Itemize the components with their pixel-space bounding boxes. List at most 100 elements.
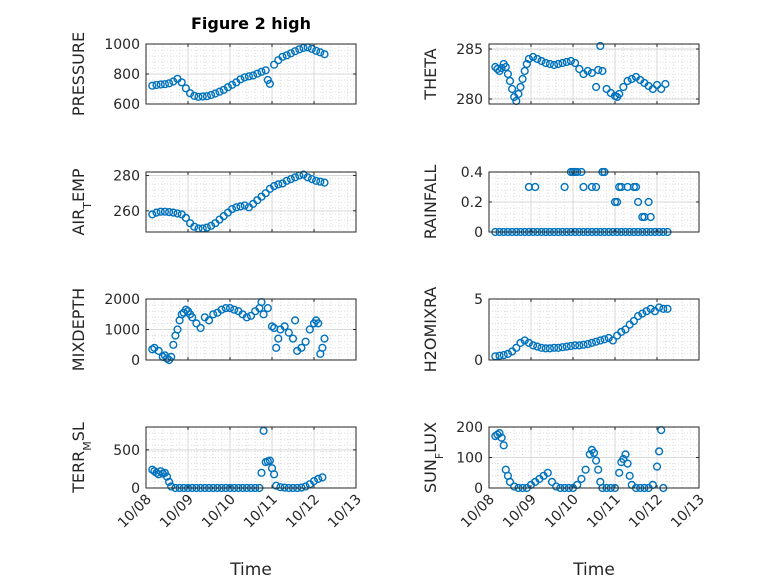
y-axis-label: RAINFALL [421, 165, 440, 240]
data-point [583, 340, 592, 349]
data-point [309, 477, 319, 486]
data-point [652, 462, 662, 471]
data-point [503, 349, 513, 359]
data-point [207, 221, 216, 230]
data-point [228, 205, 237, 214]
data-point [148, 210, 157, 219]
data-point [518, 74, 527, 84]
data-point [181, 84, 191, 93]
data-point [160, 80, 170, 89]
data-point [501, 62, 510, 72]
data-point [230, 305, 239, 314]
data-point [594, 465, 603, 474]
data-point [276, 483, 285, 492]
data-point [274, 334, 283, 343]
data-point [314, 474, 323, 484]
data-point [654, 303, 664, 312]
data-point [316, 48, 325, 57]
data-point [581, 465, 590, 474]
data-point [318, 343, 327, 352]
data-point [211, 89, 220, 98]
data-point [204, 316, 214, 325]
data-point [579, 340, 588, 349]
data-point [240, 201, 249, 210]
data-point [265, 79, 275, 88]
data-point [558, 58, 567, 68]
data-point [173, 209, 182, 218]
data-point [259, 310, 268, 319]
data-point [594, 65, 603, 75]
y-tick-label: 0 [474, 225, 483, 241]
data-point [303, 173, 312, 182]
y-axis-label: PRESSURE [69, 32, 88, 116]
data-point [495, 429, 504, 438]
y-tick-label: 5 [474, 292, 483, 308]
data-point [631, 182, 641, 192]
data-point [225, 304, 235, 313]
y-tick-label: 0 [474, 353, 483, 369]
data-point [173, 325, 182, 334]
x-tick-label: 10/10 [542, 492, 582, 532]
data-point [627, 74, 636, 84]
y-tick-label: 600 [113, 97, 140, 113]
data-point [291, 173, 300, 182]
data-point [236, 75, 245, 84]
data-point [520, 66, 529, 76]
data-point [562, 342, 571, 351]
data-point [270, 60, 279, 69]
data-point [165, 208, 174, 217]
figure-title-group: Figure 2 high [191, 14, 311, 33]
data-point [575, 64, 584, 74]
data-point [167, 482, 176, 491]
y-axis-label: H2OMIXRA [421, 287, 440, 373]
data-point [533, 342, 542, 351]
data-point [261, 66, 270, 75]
data-point [577, 474, 586, 484]
y-tick-label: 260 [113, 204, 140, 220]
data-point [591, 182, 601, 192]
data-point [654, 447, 664, 456]
data-point [286, 49, 296, 58]
data-point [253, 69, 262, 78]
data-point [169, 208, 178, 217]
data-point [156, 207, 165, 216]
data-point [497, 63, 506, 73]
data-point [579, 182, 588, 192]
data-point [541, 58, 550, 68]
data-point [587, 68, 597, 78]
axes-box [488, 298, 700, 361]
data-point [528, 341, 538, 350]
data-point [154, 346, 163, 356]
data-point [608, 336, 618, 345]
data-point [209, 310, 218, 319]
data-point [545, 59, 555, 69]
data-point [190, 91, 199, 100]
data-point [228, 80, 237, 89]
data-point [280, 322, 289, 331]
data-point [560, 182, 569, 192]
data-point [646, 212, 655, 222]
data-point [240, 73, 249, 82]
data-point [547, 477, 557, 487]
data-point [198, 92, 207, 101]
data-point [152, 208, 161, 217]
data-point [291, 47, 300, 56]
axes-box [145, 426, 357, 489]
data-point [575, 341, 584, 350]
data-point [246, 311, 256, 320]
data-point [499, 441, 508, 450]
data-point [541, 344, 550, 353]
subplot-6: 0 5 H2OMIXRA [421, 287, 700, 373]
data-point [202, 223, 212, 232]
data-point [552, 482, 561, 491]
data-point [192, 319, 201, 328]
data-point [282, 176, 291, 185]
data-point [301, 482, 310, 491]
x-tick-label: 10/13 [668, 492, 708, 532]
x-axis-label-right: Time [572, 560, 615, 580]
x-tick-label: 10/11 [241, 492, 281, 532]
data-point [288, 334, 298, 343]
data-point [236, 202, 245, 211]
data-point [625, 471, 634, 480]
